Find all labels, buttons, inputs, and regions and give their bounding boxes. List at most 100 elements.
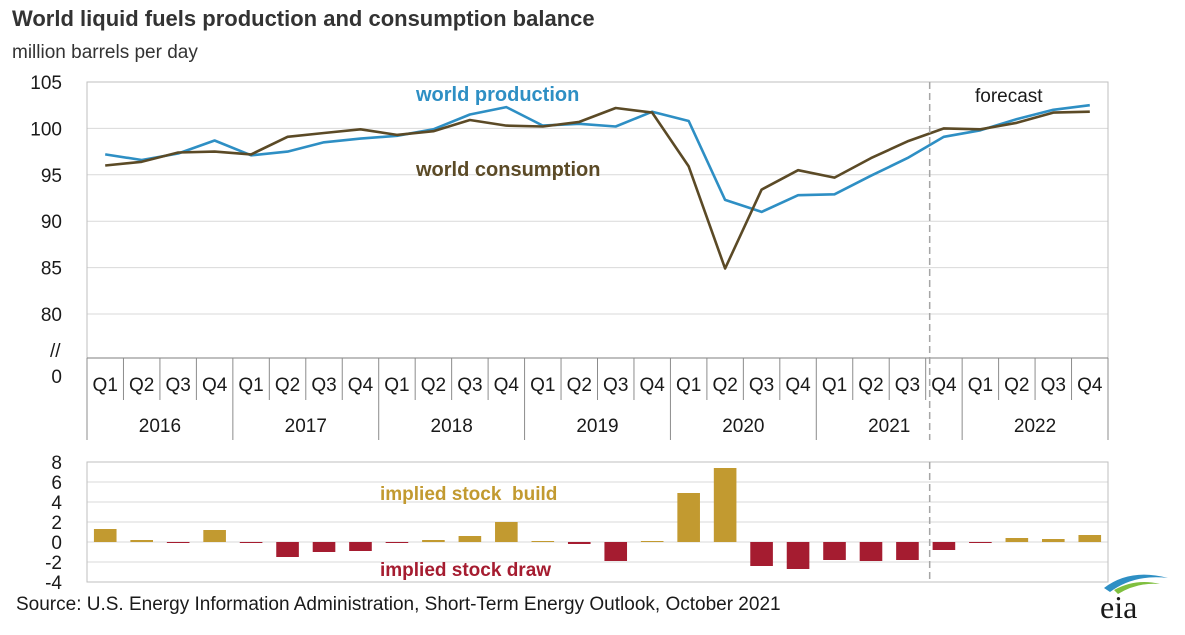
x-tick-label: Q2 bbox=[129, 375, 154, 396]
year-label: 2016 bbox=[139, 416, 181, 437]
consumption-series-label: world consumption bbox=[415, 159, 600, 181]
x-tick-label: Q3 bbox=[603, 375, 628, 396]
x-tick-label: Q4 bbox=[785, 375, 811, 396]
stock-build-bar bbox=[93, 529, 117, 542]
upper-y-tick-label: 80 bbox=[41, 305, 62, 326]
stock-draw-bar bbox=[385, 542, 409, 543]
year-label: 2021 bbox=[868, 416, 910, 437]
stock-build-bar bbox=[640, 541, 664, 542]
plot-frames bbox=[86, 81, 1109, 583]
lower-y-tick-label: 4 bbox=[51, 493, 62, 514]
stock-build-bar bbox=[1041, 539, 1065, 542]
stock-draw-bar bbox=[859, 542, 883, 561]
upper-gridlines bbox=[87, 81, 1108, 315]
stock-build-label: implied stock build bbox=[380, 484, 557, 505]
x-tick-label: Q1 bbox=[384, 375, 409, 396]
logo-swoosh-accent-icon bbox=[1114, 582, 1160, 594]
x-tick-label: Q2 bbox=[567, 375, 592, 396]
x-tick-label: Q4 bbox=[348, 375, 374, 396]
x-tick-label: Q2 bbox=[1004, 375, 1029, 396]
stock-build-bar bbox=[458, 536, 482, 542]
stock-draw-bar bbox=[567, 542, 591, 544]
x-tick-label: Q4 bbox=[931, 375, 957, 396]
chart-subtitle: million barrels per day bbox=[12, 42, 198, 63]
stock-draw-bar bbox=[786, 542, 810, 569]
chart-annotations: world production world consumption forec… bbox=[50, 84, 1043, 581]
x-tick-label: Q1 bbox=[530, 375, 555, 396]
upper-y-tick-label: 100 bbox=[30, 119, 62, 140]
stock-build-bar bbox=[495, 522, 518, 542]
stock-draw-bar bbox=[932, 542, 956, 550]
x-tick-label: Q2 bbox=[712, 375, 737, 396]
upper-plot-frame bbox=[86, 81, 1109, 359]
stock-draw-bar bbox=[349, 542, 372, 551]
x-tick-label: Q1 bbox=[676, 375, 701, 396]
year-label: 2018 bbox=[431, 416, 473, 437]
upper-y-tick-label: 0 bbox=[51, 367, 62, 388]
lower-y-tick-label: 2 bbox=[51, 513, 62, 534]
x-tick-label: Q2 bbox=[858, 375, 883, 396]
stock-build-bar bbox=[713, 468, 737, 542]
stock-draw-bar bbox=[969, 542, 992, 543]
year-label: 2017 bbox=[285, 416, 327, 437]
x-tick-label: Q1 bbox=[968, 375, 993, 396]
lower-y-tick-label: -4 bbox=[45, 573, 62, 594]
stock-build-bar bbox=[422, 540, 445, 542]
axis-break-mark: // bbox=[50, 341, 61, 362]
stock-draw-bar bbox=[312, 542, 336, 552]
stock-draw-label: implied stock draw bbox=[380, 560, 551, 581]
production-line bbox=[105, 103, 1090, 214]
stock-build-bar bbox=[531, 541, 555, 542]
lower-y-tick-label: 0 bbox=[51, 533, 62, 554]
x-tick-label: Q3 bbox=[1041, 375, 1066, 396]
lower-plot-frame bbox=[86, 461, 1109, 583]
x-tick-label: Q4 bbox=[202, 375, 228, 396]
x-tick-label: Q2 bbox=[421, 375, 446, 396]
year-label: 2022 bbox=[1014, 416, 1056, 437]
stock-draw-bar bbox=[239, 542, 263, 543]
x-tick-label: Q2 bbox=[275, 375, 300, 396]
x-tick-label: Q4 bbox=[494, 375, 520, 396]
x-tick-label: Q1 bbox=[238, 375, 263, 396]
lower-gridlines bbox=[87, 461, 1108, 583]
logo-text: eia bbox=[1100, 589, 1137, 625]
source-note: Source: U.S. Energy Information Administ… bbox=[16, 594, 781, 615]
logo-swoosh-icon bbox=[1104, 574, 1168, 592]
production-series-label: world production bbox=[415, 84, 579, 106]
stock-draw-bar bbox=[823, 542, 846, 560]
lower-y-tick-label: 6 bbox=[51, 473, 62, 494]
consumption-line bbox=[105, 106, 1090, 270]
x-tick-label: Q1 bbox=[93, 375, 118, 396]
stock-draw-bar bbox=[896, 542, 919, 560]
upper-y-tick-label: 105 bbox=[30, 73, 62, 94]
year-label: 2020 bbox=[722, 416, 764, 437]
stock-draw-bar bbox=[750, 542, 773, 566]
x-tick-label: Q3 bbox=[749, 375, 774, 396]
lower-y-tick-label: -2 bbox=[45, 553, 62, 574]
lower-y-tick-label: 8 bbox=[51, 453, 62, 474]
x-tick-label: Q4 bbox=[640, 375, 666, 396]
stock-build-bar bbox=[203, 530, 226, 542]
stock-draw-bar bbox=[604, 542, 628, 561]
eia-logo: eia bbox=[1100, 574, 1168, 625]
x-tick-label: Q3 bbox=[311, 375, 336, 396]
x-tick-label: Q3 bbox=[457, 375, 482, 396]
upper-y-tick-label: 95 bbox=[41, 166, 62, 187]
x-tick-label: Q1 bbox=[822, 375, 847, 396]
stock-build-bar bbox=[1078, 535, 1102, 542]
x-tick-label: Q3 bbox=[165, 375, 190, 396]
year-label: 2019 bbox=[576, 416, 618, 437]
chart-title: World liquid fuels production and consum… bbox=[12, 6, 595, 31]
x-axis: Q1 Q2 Q3 Q4 Q1 Q2 Q3 Q4 Q1 Q2 Q3 Q4 Q1 Q2 Q3 Q4 Q1 Q2 Q3 Q4… bbox=[86, 357, 1109, 440]
stock-draw-bar bbox=[276, 542, 299, 557]
stock-bars bbox=[93, 468, 1102, 569]
x-tick-label: Q3 bbox=[895, 375, 920, 396]
stock-build-bar bbox=[130, 540, 154, 542]
stock-draw-bar bbox=[166, 542, 190, 543]
forecast-label: forecast bbox=[975, 86, 1043, 107]
balance-lines bbox=[105, 103, 1090, 270]
stock-build-bar bbox=[677, 493, 700, 542]
x-tick-label: Q4 bbox=[1077, 375, 1103, 396]
